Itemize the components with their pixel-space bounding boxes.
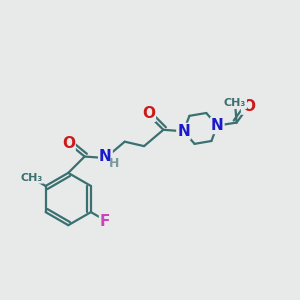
Text: N: N xyxy=(211,118,224,133)
Text: F: F xyxy=(100,214,110,229)
Text: O: O xyxy=(62,136,75,151)
Text: N: N xyxy=(99,149,112,164)
Text: N: N xyxy=(177,124,190,139)
Text: H: H xyxy=(109,157,119,170)
Text: O: O xyxy=(142,106,155,121)
Text: O: O xyxy=(242,99,255,114)
Text: CH₃: CH₃ xyxy=(224,98,246,108)
Text: CH₃: CH₃ xyxy=(20,173,43,183)
